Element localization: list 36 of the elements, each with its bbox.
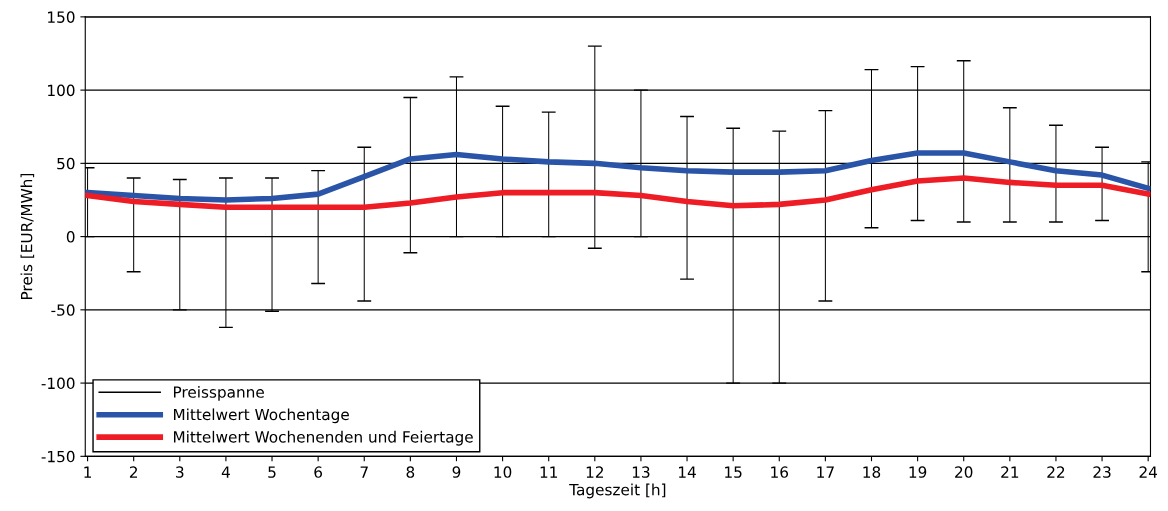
x-tick-label: 21 <box>1001 466 1019 478</box>
x-tick-label: 16 <box>771 466 789 478</box>
y-tick-label: -100 <box>41 377 75 390</box>
x-tick-label: 17 <box>817 466 834 478</box>
y-axis-title: Preis [EUR/MWh] <box>20 173 35 300</box>
x-tick-label: 19 <box>909 466 927 478</box>
x-tick-label: 4 <box>221 466 230 478</box>
y-tick-label: 50 <box>57 157 75 170</box>
y-tick-label: -50 <box>51 304 75 316</box>
y-tick-label: 0 <box>66 231 75 243</box>
x-tick-label: 3 <box>176 466 184 478</box>
x-tick-label: 1 <box>84 466 92 478</box>
x-tick-label: 15 <box>725 466 742 478</box>
x-tick-label: 14 <box>679 466 696 478</box>
x-tick-label: 13 <box>632 466 650 478</box>
x-tick-label: 2 <box>129 466 138 478</box>
x-tick-label: 12 <box>586 466 604 478</box>
y-tick-label: 150 <box>48 11 75 23</box>
x-tick-label: 9 <box>452 466 461 478</box>
x-tick-label: 18 <box>863 466 881 478</box>
x-tick-label: 8 <box>406 466 415 478</box>
legend-label: Mittelwert Wochenenden und Feiertage <box>173 430 473 446</box>
x-tick-label: 7 <box>360 466 368 478</box>
x-tick-label: 11 <box>540 466 558 478</box>
x-tick-label: 10 <box>494 466 512 478</box>
x-tick-label: 22 <box>1047 466 1065 478</box>
x-tick-label: 5 <box>268 466 276 478</box>
x-tick-label: 20 <box>955 466 973 478</box>
y-tick-label: -150 <box>41 450 75 463</box>
legend-label: Preisspanne <box>173 385 264 401</box>
x-tick-label: 6 <box>314 466 323 478</box>
x-tick-label: 24 <box>1139 466 1158 478</box>
legend-label: Mittelwert Wochentage <box>173 408 349 424</box>
y-tick-label: 100 <box>48 84 75 97</box>
x-axis-title: Tageszeit [h] <box>569 483 666 499</box>
x-tick-label: 23 <box>1093 466 1111 478</box>
